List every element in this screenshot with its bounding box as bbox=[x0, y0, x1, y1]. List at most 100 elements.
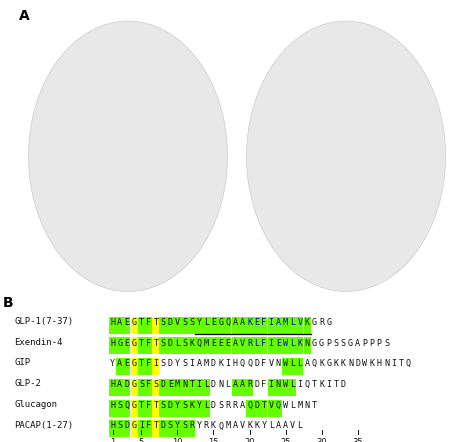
Bar bbox=[145, 400, 152, 416]
Text: Q: Q bbox=[240, 359, 245, 368]
Text: Y: Y bbox=[175, 401, 180, 410]
Text: R: R bbox=[226, 401, 230, 410]
Text: F: F bbox=[146, 422, 151, 431]
Text: A: A bbox=[276, 422, 281, 431]
Bar bbox=[275, 379, 282, 396]
Bar bbox=[188, 379, 195, 396]
Text: S: S bbox=[182, 339, 187, 347]
Text: L: L bbox=[254, 339, 259, 347]
Text: V: V bbox=[269, 401, 273, 410]
Bar bbox=[116, 379, 123, 396]
Text: G: G bbox=[132, 339, 137, 347]
Bar bbox=[152, 420, 159, 437]
Bar bbox=[159, 400, 166, 416]
Bar bbox=[231, 379, 238, 396]
Bar bbox=[303, 316, 310, 334]
Bar bbox=[203, 379, 210, 396]
Text: S: S bbox=[182, 401, 187, 410]
Text: D: D bbox=[168, 339, 173, 347]
Text: D: D bbox=[355, 359, 360, 368]
Text: 35: 35 bbox=[352, 438, 363, 442]
Text: 20: 20 bbox=[244, 438, 255, 442]
Bar bbox=[167, 400, 173, 416]
Text: L: L bbox=[204, 401, 209, 410]
Text: T: T bbox=[312, 401, 317, 410]
Text: A: A bbox=[233, 318, 237, 327]
Bar bbox=[253, 316, 260, 334]
Bar bbox=[167, 337, 173, 354]
Text: K: K bbox=[211, 422, 216, 431]
Text: T: T bbox=[139, 318, 144, 327]
Text: I: I bbox=[197, 380, 201, 389]
Text: D: D bbox=[254, 380, 259, 389]
Bar bbox=[152, 379, 159, 396]
Bar bbox=[181, 379, 188, 396]
Bar bbox=[239, 379, 246, 396]
Text: L: L bbox=[204, 380, 209, 389]
Bar bbox=[282, 379, 289, 396]
Bar bbox=[195, 379, 202, 396]
Bar bbox=[267, 400, 274, 416]
Text: H: H bbox=[110, 401, 115, 410]
Text: T: T bbox=[154, 318, 158, 327]
Text: N: N bbox=[218, 380, 223, 389]
Bar bbox=[138, 379, 145, 396]
Text: S: S bbox=[182, 359, 187, 368]
Bar bbox=[260, 400, 267, 416]
Bar bbox=[145, 379, 152, 396]
Bar bbox=[246, 337, 253, 354]
Text: S: S bbox=[182, 318, 187, 327]
Bar bbox=[138, 358, 145, 375]
Bar bbox=[131, 358, 137, 375]
Text: K: K bbox=[305, 318, 310, 327]
Text: E: E bbox=[125, 339, 129, 347]
Text: N: N bbox=[384, 359, 389, 368]
Text: PACAP(1-27): PACAP(1-27) bbox=[14, 421, 73, 430]
Bar bbox=[282, 316, 289, 334]
Bar bbox=[131, 316, 137, 334]
Text: Y: Y bbox=[197, 401, 201, 410]
Text: E: E bbox=[168, 380, 173, 389]
Text: D: D bbox=[168, 401, 173, 410]
Text: K: K bbox=[298, 339, 302, 347]
Text: F: F bbox=[146, 359, 151, 368]
Bar bbox=[109, 337, 116, 354]
Text: L: L bbox=[269, 422, 273, 431]
Text: A: A bbox=[233, 339, 237, 347]
Bar bbox=[239, 337, 246, 354]
Text: A: A bbox=[355, 339, 360, 347]
Bar bbox=[145, 358, 152, 375]
Text: N: N bbox=[305, 401, 310, 410]
Text: F: F bbox=[262, 318, 266, 327]
Bar bbox=[210, 316, 217, 334]
Text: Q: Q bbox=[247, 401, 252, 410]
Text: Q: Q bbox=[276, 401, 281, 410]
Bar bbox=[181, 400, 188, 416]
Text: H: H bbox=[377, 359, 382, 368]
Bar bbox=[282, 358, 289, 375]
Bar bbox=[282, 337, 289, 354]
Bar bbox=[109, 420, 116, 437]
Text: A: A bbox=[118, 318, 122, 327]
Text: G: G bbox=[132, 380, 137, 389]
Text: M: M bbox=[298, 401, 302, 410]
Bar bbox=[188, 400, 195, 416]
Bar bbox=[152, 400, 159, 416]
Text: T: T bbox=[398, 359, 403, 368]
Text: S: S bbox=[139, 380, 144, 389]
Text: L: L bbox=[290, 401, 295, 410]
Text: I: I bbox=[391, 359, 396, 368]
Bar bbox=[116, 420, 123, 437]
Bar bbox=[109, 400, 116, 416]
Text: Y: Y bbox=[110, 359, 115, 368]
Text: 30: 30 bbox=[316, 438, 327, 442]
Bar bbox=[296, 358, 303, 375]
Text: A: A bbox=[305, 359, 310, 368]
Text: A: A bbox=[197, 359, 201, 368]
Bar bbox=[145, 337, 152, 354]
Bar bbox=[123, 316, 130, 334]
Text: E: E bbox=[125, 359, 129, 368]
Bar bbox=[109, 316, 116, 334]
Text: W: W bbox=[283, 380, 288, 389]
Text: K: K bbox=[341, 359, 346, 368]
